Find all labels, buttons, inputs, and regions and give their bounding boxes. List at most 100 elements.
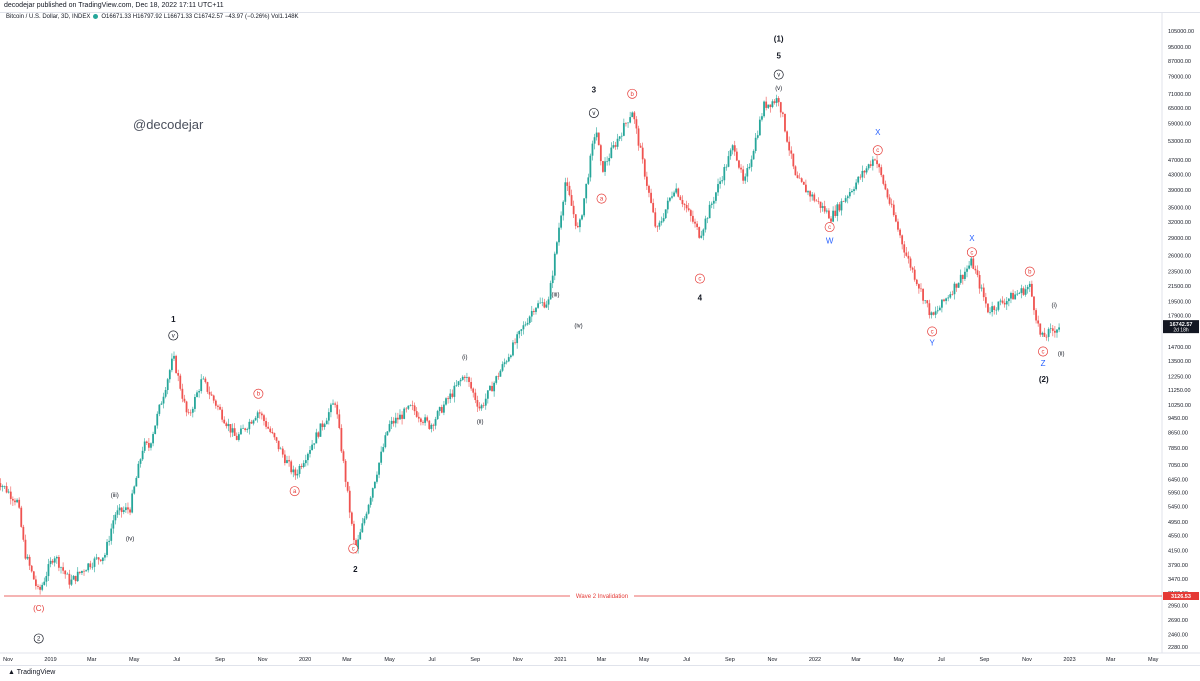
- candle[interactable]: [660, 216, 663, 226]
- candle[interactable]: [118, 504, 121, 516]
- candle[interactable]: [97, 556, 100, 565]
- candle[interactable]: [11, 496, 14, 507]
- candle[interactable]: [537, 300, 539, 309]
- candle[interactable]: [51, 559, 54, 565]
- candle[interactable]: [202, 376, 205, 380]
- candle[interactable]: [430, 423, 433, 433]
- candle[interactable]: [754, 132, 757, 154]
- candle[interactable]: [137, 460, 140, 479]
- candle[interactable]: [81, 570, 83, 575]
- candle[interactable]: [836, 202, 839, 222]
- candle[interactable]: [980, 284, 983, 292]
- candle[interactable]: [932, 311, 935, 316]
- candle[interactable]: [365, 511, 368, 520]
- candle[interactable]: [194, 394, 196, 412]
- candle[interactable]: [472, 387, 475, 398]
- candle[interactable]: [892, 200, 895, 217]
- candle[interactable]: [648, 184, 650, 198]
- candle[interactable]: [620, 132, 623, 142]
- candle[interactable]: [363, 515, 366, 526]
- candle[interactable]: [558, 222, 560, 246]
- wave-label[interactable]: X: [969, 234, 975, 243]
- candle[interactable]: [382, 443, 385, 453]
- candle[interactable]: [227, 418, 230, 432]
- candle[interactable]: [1053, 326, 1056, 338]
- candle[interactable]: [777, 96, 780, 107]
- candle[interactable]: [1049, 323, 1052, 334]
- candle[interactable]: [514, 338, 516, 345]
- candle[interactable]: [882, 174, 885, 186]
- wave-label[interactable]: c: [1038, 346, 1048, 357]
- candle[interactable]: [85, 569, 88, 572]
- wave-label[interactable]: (i): [462, 355, 467, 361]
- candle[interactable]: [491, 381, 493, 392]
- candle[interactable]: [254, 416, 257, 421]
- candle[interactable]: [451, 389, 454, 399]
- candle[interactable]: [219, 404, 221, 411]
- candle[interactable]: [725, 164, 728, 171]
- candle[interactable]: [482, 402, 485, 408]
- candle[interactable]: [187, 408, 190, 415]
- candle[interactable]: [694, 218, 696, 228]
- candle[interactable]: [447, 395, 450, 404]
- candle[interactable]: [802, 181, 805, 185]
- candle[interactable]: [445, 397, 447, 406]
- candle[interactable]: [242, 424, 244, 429]
- candle[interactable]: [367, 503, 370, 515]
- candle[interactable]: [608, 153, 611, 166]
- candle[interactable]: [698, 226, 701, 239]
- candle[interactable]: [765, 96, 768, 111]
- candle[interactable]: [643, 157, 646, 180]
- candle[interactable]: [989, 307, 991, 315]
- candle[interactable]: [66, 572, 69, 575]
- candle[interactable]: [922, 288, 924, 305]
- candle[interactable]: [568, 181, 571, 197]
- candle[interactable]: [16, 498, 18, 504]
- candle[interactable]: [177, 369, 180, 382]
- candle[interactable]: [658, 220, 661, 230]
- candle[interactable]: [532, 308, 535, 316]
- wave-label[interactable]: c: [966, 247, 977, 258]
- candle[interactable]: [503, 358, 506, 368]
- wave-label[interactable]: 4: [698, 294, 703, 303]
- candle[interactable]: [302, 460, 305, 469]
- candle[interactable]: [547, 296, 550, 311]
- candle[interactable]: [60, 566, 62, 574]
- wave-label[interactable]: a: [596, 193, 607, 204]
- candle[interactable]: [168, 368, 171, 383]
- candle[interactable]: [246, 427, 249, 433]
- candle[interactable]: [675, 183, 678, 195]
- candle[interactable]: [855, 179, 858, 191]
- wave-label[interactable]: (ii): [477, 420, 484, 426]
- candle[interactable]: [700, 230, 703, 239]
- candle[interactable]: [934, 306, 937, 319]
- candle[interactable]: [62, 562, 64, 575]
- candle[interactable]: [171, 353, 173, 373]
- candle[interactable]: [258, 409, 261, 419]
- candle[interactable]: [9, 486, 12, 505]
- candle[interactable]: [899, 228, 901, 239]
- candle[interactable]: [752, 149, 755, 160]
- candle[interactable]: [631, 111, 634, 118]
- candle[interactable]: [160, 401, 163, 405]
- candle[interactable]: [166, 377, 169, 395]
- candle[interactable]: [652, 198, 655, 214]
- candle[interactable]: [595, 127, 598, 141]
- candle[interactable]: [1016, 289, 1019, 296]
- wave-label[interactable]: (i): [1052, 303, 1057, 309]
- candle[interactable]: [704, 215, 707, 233]
- wave-label[interactable]: Y: [929, 339, 935, 348]
- candle[interactable]: [342, 449, 345, 464]
- candle[interactable]: [68, 569, 71, 589]
- candle[interactable]: [49, 557, 52, 568]
- candle[interactable]: [957, 282, 960, 289]
- candle[interactable]: [817, 197, 820, 205]
- candle[interactable]: [622, 118, 625, 137]
- candle[interactable]: [277, 440, 280, 452]
- candle[interactable]: [851, 189, 853, 194]
- candle[interactable]: [997, 301, 1000, 312]
- candle[interactable]: [336, 401, 339, 419]
- candle[interactable]: [133, 485, 136, 495]
- candle[interactable]: [93, 556, 96, 573]
- candle[interactable]: [181, 383, 184, 403]
